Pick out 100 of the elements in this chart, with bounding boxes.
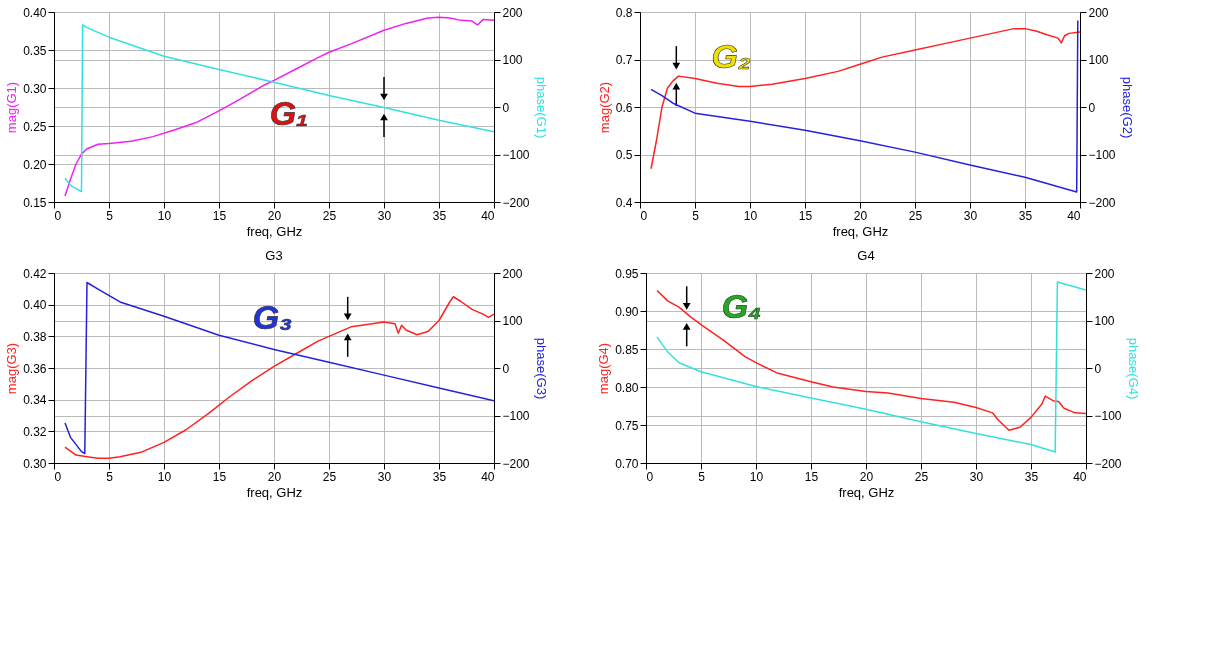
line-series [650,27,1080,170]
y-tick-label: 0.32 [23,424,47,439]
y-tick-label: 0.7 [615,53,633,67]
y2-tick-label: 200 [502,266,523,281]
y-tick-label: 0.25 [23,119,47,134]
y-tick-label: 0.8 [615,5,633,20]
y2-tick-label: −200 [1094,456,1122,471]
x-tick-label: 20 [267,469,282,484]
x-tick-label: 10 [743,208,758,223]
y-tick-label: 0.38 [23,329,47,344]
y2-tick-label: 0 [1094,361,1102,376]
x-axis-title: freq, GHz [838,484,895,500]
y2-axis-title: phase(G2) [1119,76,1135,139]
x-tick-label: 35 [432,208,447,223]
y-tick-label: 0.70 [615,456,639,471]
y2-tick-label: −100 [502,148,530,162]
x-tick-label: 35 [432,469,447,484]
y2-tick-label: 100 [1094,314,1115,328]
y2-axis-title: phase(G4) [1125,337,1141,400]
y2-tick-label: 200 [502,5,523,20]
y2-tick-label: 100 [502,314,523,328]
x-tick-label: 5 [106,469,114,484]
y2-tick-label: −200 [1088,195,1116,210]
x-tick-label: 15 [212,208,227,223]
y-tick-label: 0.20 [23,157,47,172]
y2-axis-title: phase(G3) [533,337,549,400]
annotation: G₃ [252,297,293,336]
y-tick-label: 0.36 [23,361,47,376]
annotation: G₂ [711,37,752,76]
y2-tick-label: −200 [502,195,530,210]
y-tick-label: 0.6 [615,100,633,115]
x-tick-label: 15 [798,208,813,223]
y-tick-label: 0.4 [615,195,633,210]
y-tick-label: 0.90 [615,304,639,319]
line-series [656,289,1086,432]
x-tick-label: 0 [54,469,62,484]
y2-tick-label: 0 [1088,100,1096,115]
y2-axis-title: phase(G1) [533,76,549,139]
y2-tick-label: −100 [1094,409,1122,423]
x-tick-label: 15 [212,469,227,484]
y-tick-label: 0.40 [23,5,47,20]
chart-title: G3 [265,248,283,263]
x-tick-label: 20 [859,469,874,484]
y-tick-label: 0.5 [615,148,633,162]
y-tick-label: 0.15 [23,195,47,210]
x-tick-label: 30 [377,469,392,484]
line-series [650,19,1079,193]
x-axis-title: freq, GHz [246,223,303,239]
y-tick-label: 0.40 [23,298,47,313]
x-tick-label: 25 [322,208,337,223]
y-tick-label: 0.30 [23,456,47,471]
y2-tick-label: −100 [502,409,530,423]
y2-tick-label: 100 [502,53,523,67]
y2-tick-label: 200 [1088,5,1109,20]
y-axis-title: mag(G1) [4,81,20,134]
annotation: G₁ [269,94,309,132]
y-axis-title: mag(G3) [4,342,20,395]
x-tick-label: 20 [267,208,282,223]
x-axis-title: freq, GHz [246,484,303,500]
x-tick-label: 30 [969,469,984,484]
x-tick-label: 0 [646,469,654,484]
x-tick-label: 15 [804,469,819,484]
x-tick-label: 30 [377,208,392,223]
y2-tick-label: 0 [502,100,510,115]
x-tick-label: 25 [322,469,337,484]
x-tick-label: 10 [157,469,172,484]
chart-title: G4 [857,248,875,263]
x-tick-label: 5 [106,208,114,223]
y2-tick-label: −200 [502,456,530,471]
y2-tick-label: 0 [502,361,510,376]
x-tick-label: 25 [914,469,929,484]
x-tick-label: 10 [749,469,764,484]
x-tick-label: 20 [853,208,868,223]
y-axis-title: mag(G2) [596,81,612,134]
x-tick-label: 0 [640,208,648,223]
x-tick-label: 40 [1073,469,1087,484]
x-tick-label: 0 [54,208,62,223]
y-tick-label: 0.80 [615,380,639,395]
x-tick-label: 5 [698,469,706,484]
y-tick-label: 0.95 [615,266,639,281]
y-tick-label: 0.35 [23,43,47,58]
y2-tick-label: 200 [1094,266,1115,281]
x-tick-label: 30 [963,208,978,223]
line-series [656,281,1086,453]
x-tick-label: 5 [692,208,700,223]
y2-tick-label: −100 [1088,148,1116,162]
y-tick-label: 0.75 [615,418,639,433]
y-tick-label: 0.34 [23,393,47,408]
x-tick-label: 35 [1024,469,1039,484]
x-axis-title: freq, GHz [832,223,889,239]
y-tick-label: 0.85 [615,342,639,357]
annotation: G₄ [721,287,762,326]
x-tick-label: 10 [157,208,172,223]
x-tick-label: 40 [481,469,495,484]
y2-tick-label: 100 [1088,53,1109,67]
x-tick-label: 25 [908,208,923,223]
y-axis-title: mag(G4) [596,342,612,395]
x-tick-label: 40 [481,208,495,223]
x-tick-label: 35 [1018,208,1033,223]
x-tick-label: 40 [1067,208,1081,223]
